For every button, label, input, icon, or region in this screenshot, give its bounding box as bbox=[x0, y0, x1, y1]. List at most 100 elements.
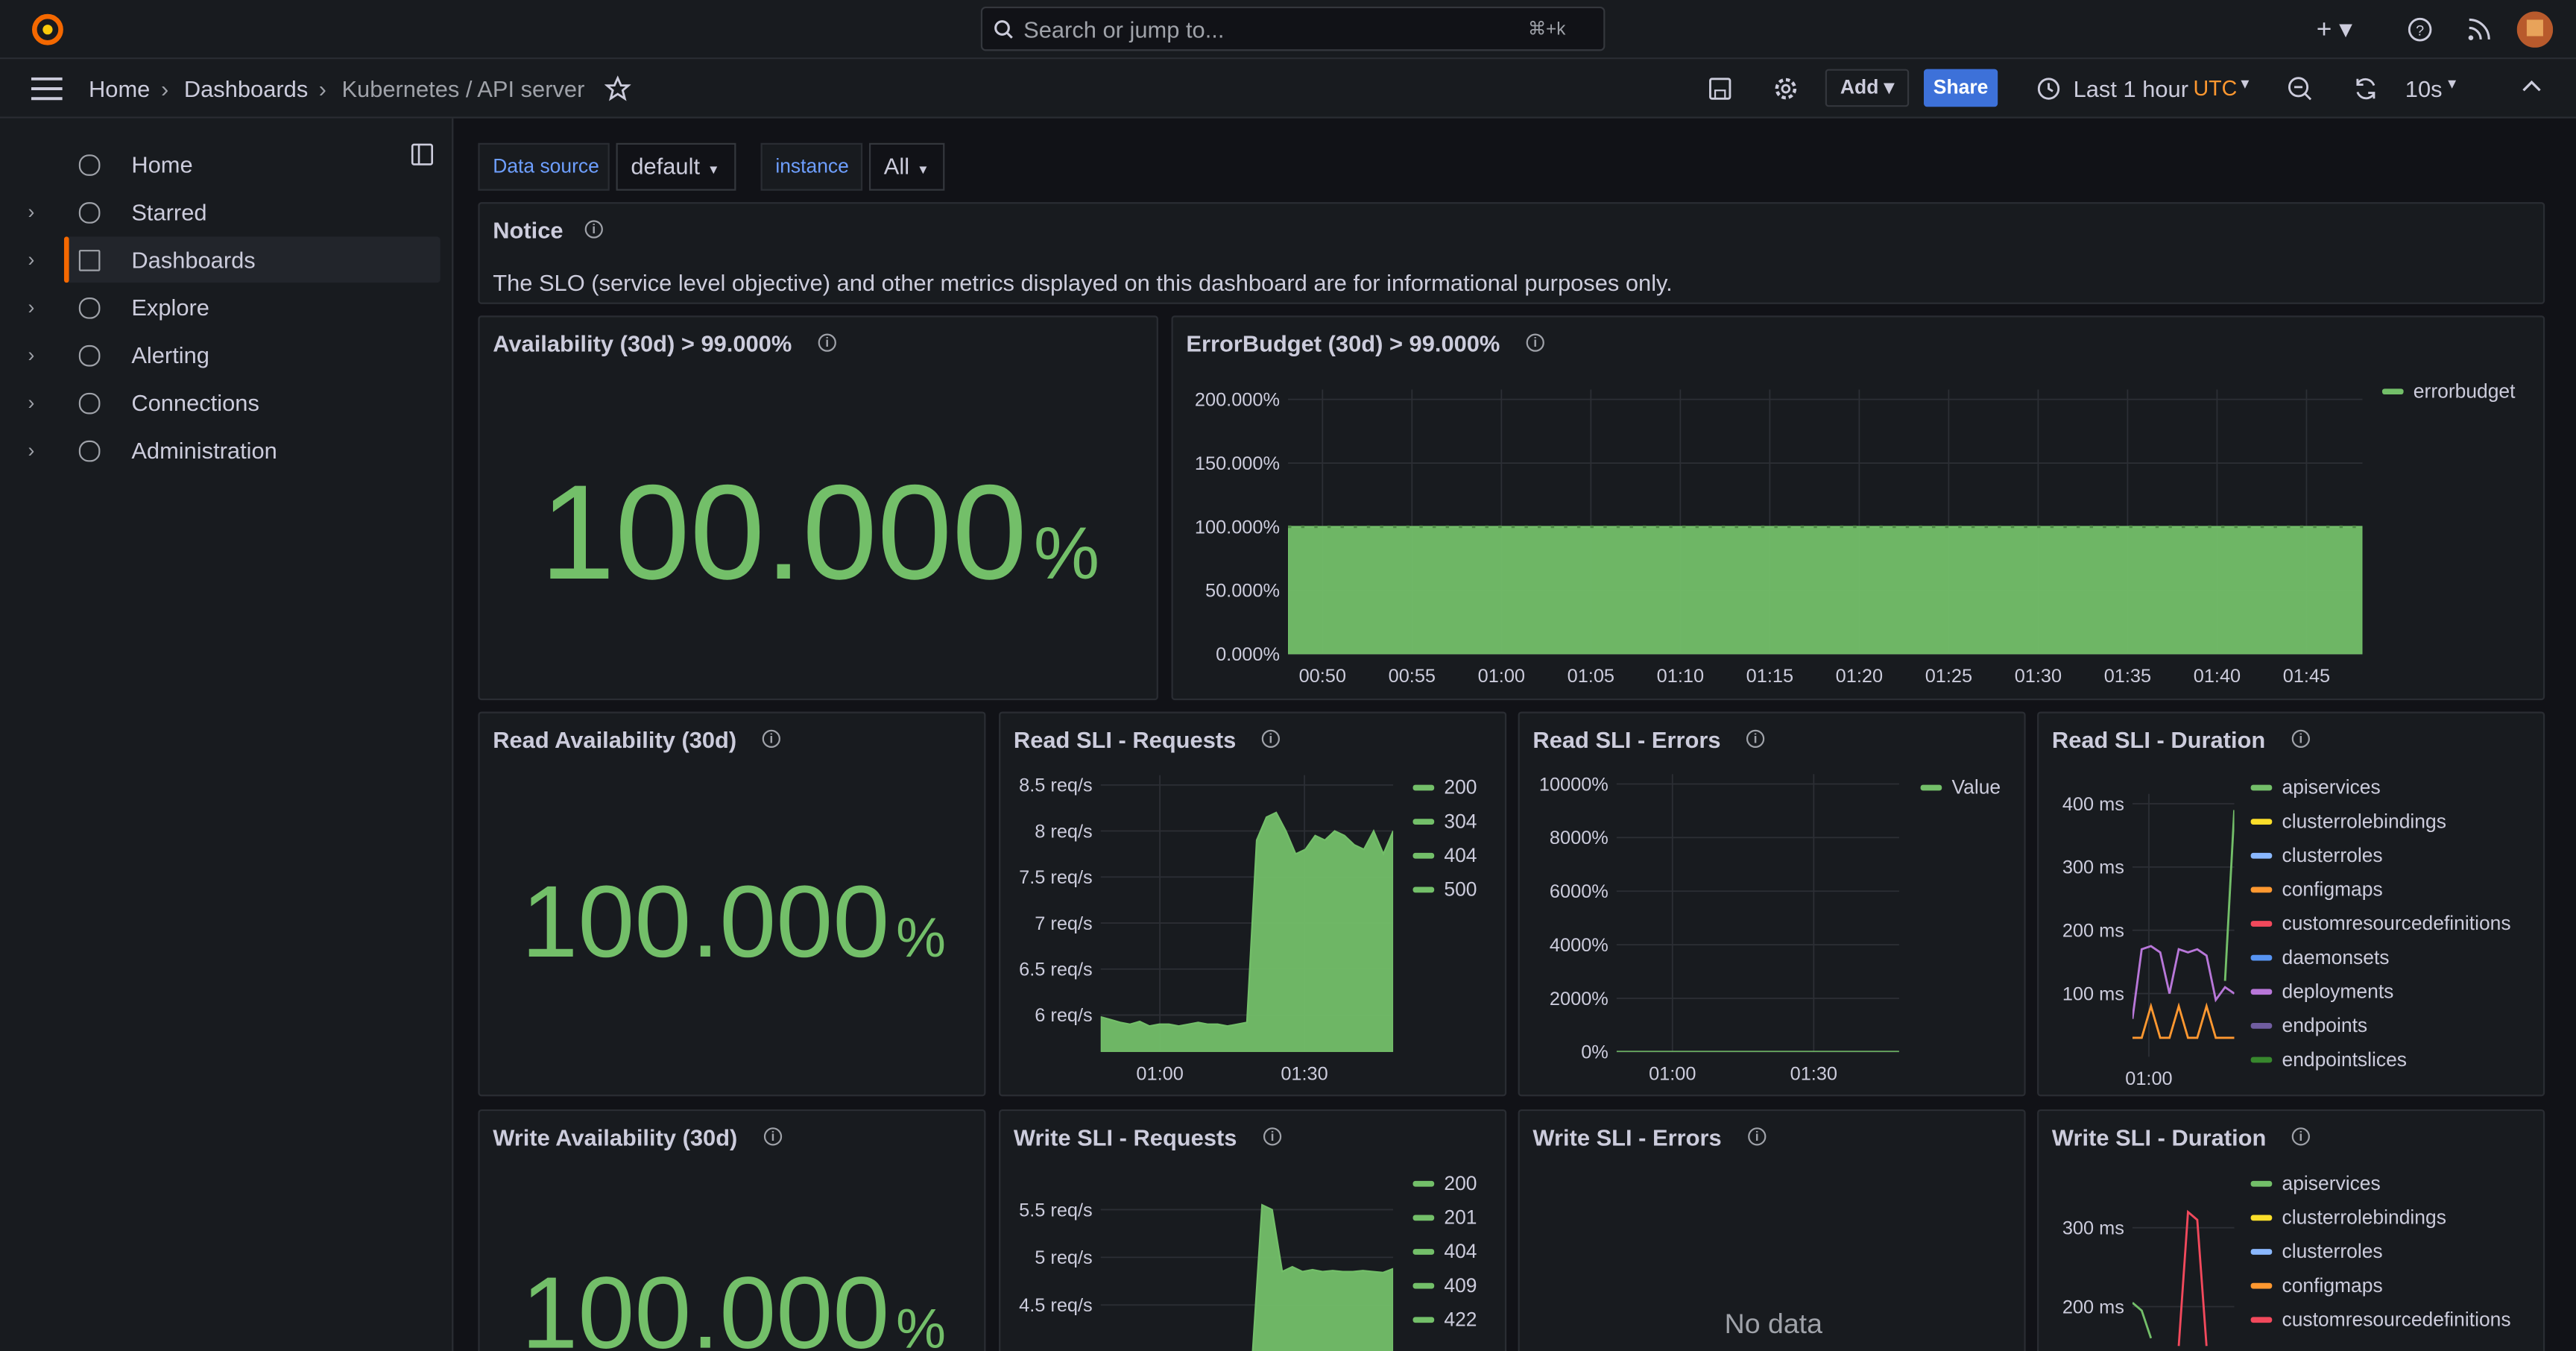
legend-label: configmaps bbox=[2282, 1274, 2382, 1297]
menu-toggle[interactable] bbox=[31, 77, 63, 101]
panel: Read Availability (30d) i 100.000% bbox=[478, 711, 986, 1097]
share-button[interactable]: Share bbox=[1924, 69, 1998, 107]
expand-chevron[interactable]: › bbox=[28, 391, 35, 415]
expand-chevron[interactable]: › bbox=[28, 248, 35, 271]
x-tick-label: 01:20 bbox=[1836, 666, 1883, 687]
legend-label: apiservices bbox=[2282, 1172, 2380, 1194]
stat-number: 100.000 bbox=[540, 459, 1027, 608]
breadcrumb[interactable]: Home bbox=[89, 75, 151, 102]
legend-swatch bbox=[2250, 989, 2273, 995]
y-tick-label: 6 req/s bbox=[1035, 1005, 1092, 1026]
legend-swatch bbox=[1412, 1215, 1435, 1221]
legend-label: clusterroles bbox=[2282, 844, 2382, 866]
separator: › bbox=[161, 75, 169, 102]
x-tick-label: 01:35 bbox=[2104, 666, 2151, 687]
nav-icon bbox=[78, 440, 101, 462]
stat-unit: % bbox=[896, 1298, 946, 1351]
user-avatar[interactable] bbox=[2516, 11, 2554, 48]
legend-label: endpointslices bbox=[2282, 1048, 2407, 1071]
zoom-out-icon[interactable] bbox=[2287, 75, 2313, 101]
x-tick-label: 01:30 bbox=[1281, 1063, 1328, 1084]
nav-item[interactable]: Administration bbox=[131, 437, 277, 464]
info-icon[interactable]: i bbox=[1746, 729, 1765, 749]
info-icon[interactable]: i bbox=[2291, 1127, 2310, 1146]
stat-unit: % bbox=[896, 907, 946, 970]
search-box[interactable]: Search or jump to... ⌘+k bbox=[980, 6, 1606, 51]
line-series bbox=[2223, 810, 2235, 981]
clock-icon bbox=[2037, 78, 2060, 100]
nav-icon bbox=[78, 344, 101, 367]
variable-select[interactable]: All ▾ bbox=[868, 142, 945, 191]
grafana-logo[interactable] bbox=[30, 11, 66, 47]
info-icon[interactable]: i bbox=[818, 333, 836, 352]
x-tick-label: 01:30 bbox=[2015, 666, 2062, 687]
collapse-icon[interactable] bbox=[2522, 79, 2541, 95]
variable-value: All bbox=[883, 153, 910, 180]
variable-label: instance bbox=[760, 142, 863, 191]
nav-item[interactable]: Connections bbox=[131, 389, 259, 416]
legend-swatch bbox=[1412, 1282, 1435, 1289]
legend-label: clusterrolebindings bbox=[2282, 1206, 2446, 1229]
legend-swatch bbox=[2250, 1317, 2273, 1323]
nav-item[interactable]: Dashboards bbox=[131, 246, 256, 273]
info-icon[interactable]: i bbox=[1526, 333, 1544, 352]
x-tick-label: 00:55 bbox=[1389, 666, 1436, 687]
nav-item[interactable]: Home bbox=[131, 151, 193, 178]
legend-swatch bbox=[1412, 1249, 1435, 1255]
legend-label: 200 bbox=[1444, 1172, 1477, 1194]
panel: Availability (30d) > 99.000% i 100.000% bbox=[478, 315, 1158, 701]
x-tick-label: 01:00 bbox=[2125, 1068, 2172, 1089]
nav-item[interactable]: Starred bbox=[131, 198, 207, 226]
refresh-interval[interactable]: 10s bbox=[2405, 75, 2443, 102]
x-tick-label: 01:40 bbox=[2194, 666, 2241, 687]
nav-icon bbox=[78, 297, 101, 319]
info-icon[interactable]: i bbox=[584, 220, 603, 239]
legend-label: 409 bbox=[1444, 1274, 1477, 1297]
settings-icon[interactable] bbox=[1772, 75, 1799, 101]
y-tick-label: 50.000% bbox=[1205, 581, 1280, 602]
info-icon[interactable]: i bbox=[1261, 729, 1280, 749]
new-button[interactable]: + ▾ bbox=[2316, 16, 2352, 45]
legend-label: 422 bbox=[1444, 1309, 1477, 1331]
panel-title: Read Availability (30d) bbox=[493, 726, 737, 753]
legend-swatch bbox=[1920, 784, 1942, 791]
expand-chevron[interactable]: › bbox=[28, 200, 35, 224]
x-tick-label: 00:50 bbox=[1299, 666, 1346, 687]
y-tick-label: 4000% bbox=[1550, 935, 1609, 956]
svg-text:?: ? bbox=[2416, 22, 2424, 39]
panel: Write SLI - Requests i bbox=[999, 1109, 1507, 1351]
legend-label: 304 bbox=[1444, 810, 1477, 832]
help-icon[interactable]: ? bbox=[2407, 16, 2433, 42]
y-tick-label: 200 ms bbox=[2062, 921, 2124, 942]
legend-label: endpoints bbox=[2282, 1014, 2367, 1036]
dock-icon[interactable] bbox=[411, 143, 434, 166]
legend-swatch bbox=[1412, 1317, 1435, 1323]
info-icon[interactable]: i bbox=[2291, 729, 2310, 749]
expand-chevron[interactable]: › bbox=[28, 438, 35, 462]
notice-text: The SLO (service level objective) and ot… bbox=[493, 269, 1673, 296]
chevron: ▾ bbox=[710, 161, 718, 178]
y-tick-label: 0% bbox=[1581, 1042, 1609, 1063]
info-icon[interactable]: i bbox=[1748, 1127, 1767, 1146]
expand-chevron[interactable]: › bbox=[28, 295, 35, 319]
time-range[interactable]: Last 1 hour bbox=[2073, 75, 2188, 102]
nav-item[interactable]: Alerting bbox=[131, 341, 209, 368]
add-button[interactable]: Add ▾ bbox=[1825, 69, 1910, 107]
expand-chevron[interactable]: › bbox=[28, 343, 35, 367]
info-icon[interactable]: i bbox=[762, 729, 780, 749]
y-tick-label: 100.000% bbox=[1195, 517, 1280, 538]
nav-icon bbox=[78, 392, 101, 415]
save-icon[interactable] bbox=[1708, 78, 1731, 101]
info-icon[interactable]: i bbox=[1263, 1127, 1282, 1146]
refresh-icon[interactable] bbox=[2352, 75, 2378, 101]
stat-value: 100.000% bbox=[480, 865, 985, 982]
breadcrumb[interactable]: Dashboards bbox=[183, 75, 309, 102]
info-icon[interactable]: i bbox=[763, 1127, 783, 1146]
y-tick-label: 6000% bbox=[1550, 881, 1609, 902]
panel: Read SLI - Duration i bbox=[2037, 711, 2545, 1097]
nav-item[interactable]: Explore bbox=[131, 294, 209, 321]
star-icon[interactable] bbox=[604, 75, 631, 101]
variable-select[interactable]: default ▾ bbox=[616, 142, 736, 191]
news-icon[interactable] bbox=[2466, 16, 2492, 42]
